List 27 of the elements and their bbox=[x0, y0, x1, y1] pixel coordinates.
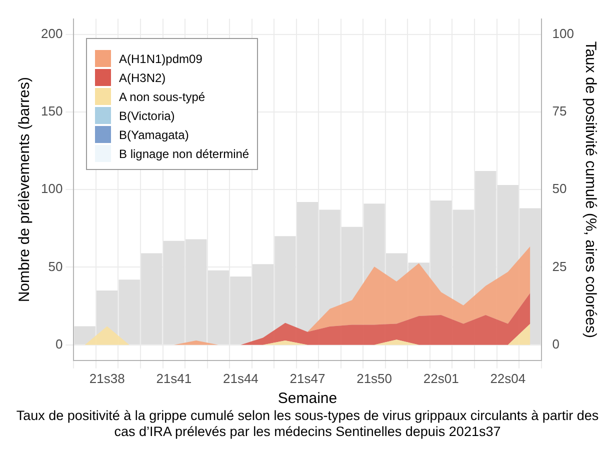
y2-tick-label: 75 bbox=[552, 104, 567, 119]
y2-tick-label: 25 bbox=[552, 258, 567, 274]
y-tick-label: 200 bbox=[40, 26, 63, 41]
y2-tick-label: 0 bbox=[552, 336, 560, 352]
legend-label: A(H3N2) bbox=[119, 70, 166, 84]
y2-axis-title: Taux de positivité cumulé (%, aires colorées) bbox=[582, 41, 599, 338]
x-tick-label: 21s47 bbox=[290, 370, 326, 386]
y-tick-label: 150 bbox=[40, 104, 63, 119]
x-tick-label: 21s50 bbox=[356, 370, 392, 386]
x-tick-label: 21s41 bbox=[156, 370, 192, 386]
legend-label: B(Yamagata) bbox=[119, 128, 189, 142]
legend-label: A non sous-typé bbox=[119, 90, 206, 104]
x-tick-label: 22s01 bbox=[423, 370, 459, 386]
y-tick-label: 0 bbox=[55, 336, 63, 352]
y2-tick-label: 50 bbox=[552, 181, 567, 196]
x-axis-title: Semaine bbox=[278, 390, 338, 408]
legend-label: B(Victoria) bbox=[119, 108, 175, 122]
x-tick-label: 21s38 bbox=[89, 370, 125, 386]
y-tick-label: 100 bbox=[40, 181, 63, 196]
text: Taux de positivité à la grippe cumulé selon les sous-types de virus grippaux circulants à partir des cas d’IRA prélevés par les médecins Sentinelles depuis 2021s37 bbox=[15, 408, 600, 440]
x-tick-label: 22s04 bbox=[490, 370, 526, 386]
legend-label: A(H1N1)pdm09 bbox=[119, 52, 202, 66]
y2-tick-label: 100 bbox=[552, 26, 574, 41]
x-tick-label: 21s44 bbox=[222, 370, 258, 386]
y-axis-title: Nombre de prélèvements (barres) bbox=[16, 77, 34, 302]
y-tick-label: 50 bbox=[48, 258, 63, 274]
legend-label: B lignage non déterminé bbox=[119, 146, 250, 160]
